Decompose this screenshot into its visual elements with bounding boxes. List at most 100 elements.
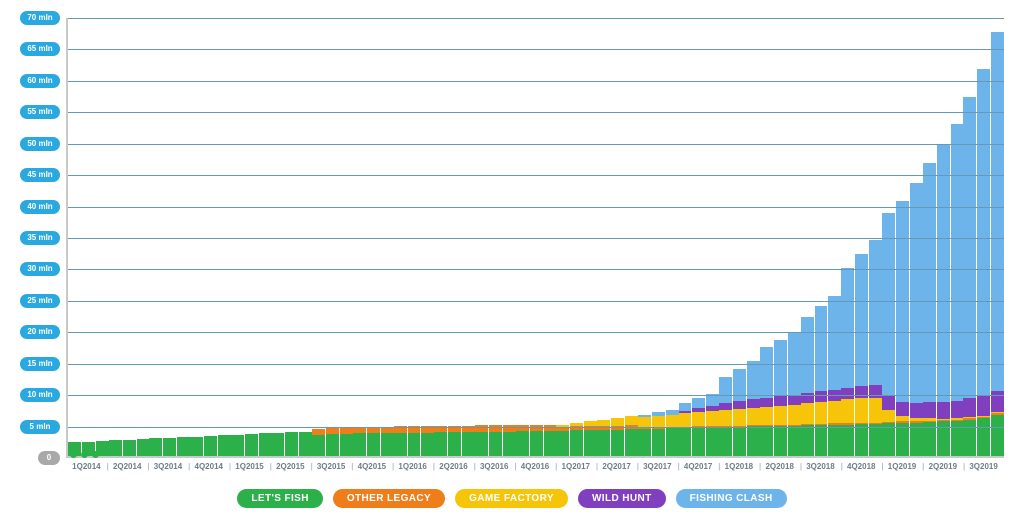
period-group <box>841 18 882 456</box>
x-tick-label: 4Q2018 <box>841 462 882 471</box>
bar-segment <box>163 438 176 456</box>
y-tick: 70 mln <box>20 11 60 25</box>
bar-segment <box>312 435 325 456</box>
bar-segment <box>760 426 773 456</box>
bar-segment <box>259 433 272 456</box>
bar <box>556 425 569 456</box>
bar-segment <box>503 432 516 457</box>
legend: LET'S FISHOTHER LEGACYGAME FACTORYWILD H… <box>0 489 1024 508</box>
bar-segment <box>760 398 773 407</box>
bar <box>259 433 272 456</box>
bar-segment <box>801 425 814 456</box>
y-tick: 10 mln <box>20 388 60 402</box>
bar <box>828 296 841 456</box>
period-group <box>597 18 638 456</box>
bar <box>882 213 895 456</box>
y-tick-zero: 0 <box>38 451 60 465</box>
bar-segment <box>584 430 597 456</box>
bar-segment <box>951 401 964 419</box>
bar-segment <box>530 431 543 456</box>
bar-segment <box>272 433 285 456</box>
plot-area <box>66 18 1004 458</box>
bar <box>516 425 529 456</box>
period-group <box>190 18 231 456</box>
legend-item: WILD HUNT <box>578 489 666 508</box>
bar-segment <box>706 428 719 456</box>
bars-container <box>68 18 1004 456</box>
bar-segment <box>666 428 679 456</box>
bar-segment <box>353 433 366 456</box>
bar-segment <box>544 431 557 456</box>
bar-segment <box>692 398 705 407</box>
bar <box>815 306 828 456</box>
period-group <box>923 18 964 456</box>
period-group <box>760 18 801 456</box>
y-tick: 25 mln <box>20 294 60 308</box>
bar-segment <box>692 412 705 426</box>
bar-segment <box>760 347 773 397</box>
bar-segment <box>475 432 488 457</box>
bar-segment <box>855 254 868 386</box>
period-group <box>638 18 679 456</box>
bar <box>326 428 339 456</box>
bar-segment <box>706 411 719 426</box>
bar <box>272 433 285 456</box>
bar <box>625 416 638 456</box>
bar <box>679 403 692 456</box>
bar-segment <box>516 431 529 456</box>
bar-segment <box>963 398 976 417</box>
bar <box>381 427 394 456</box>
bar <box>489 425 502 456</box>
bar-segment <box>882 396 895 410</box>
bar <box>285 432 298 456</box>
x-tick-label: 3Q2015 <box>311 462 352 471</box>
bar <box>299 432 312 456</box>
bar <box>421 426 434 456</box>
bar-segment <box>679 428 692 456</box>
bar <box>245 434 258 456</box>
bar <box>977 69 990 456</box>
y-tick: 15 mln <box>20 357 60 371</box>
bar-segment <box>815 402 828 424</box>
bar-segment <box>882 213 895 395</box>
bar <box>408 426 421 456</box>
bar-segment <box>625 416 638 425</box>
bar-segment <box>123 440 136 456</box>
bar <box>869 240 882 456</box>
bar-segment <box>774 396 787 405</box>
bar <box>570 423 583 456</box>
legend-item: FISHING CLASH <box>676 489 787 508</box>
bar-segment <box>801 403 814 424</box>
bar <box>503 425 516 456</box>
bar-segment <box>774 406 787 425</box>
bar-segment <box>556 431 569 456</box>
bar-segment <box>462 432 475 456</box>
x-tick-label: 3Q2016 <box>474 462 515 471</box>
dot-icon <box>81 451 88 458</box>
bar <box>801 317 814 456</box>
leading-dots <box>70 451 99 458</box>
bar-segment <box>774 426 787 456</box>
x-tick-label: 1Q2015 <box>229 462 270 471</box>
bar <box>204 436 217 456</box>
gridline <box>68 207 1004 208</box>
bar-segment <box>218 435 231 456</box>
period-group <box>68 18 109 456</box>
bar-segment <box>611 418 624 426</box>
bar <box>137 439 150 456</box>
bar <box>312 429 325 456</box>
bar <box>774 340 787 456</box>
bar-segment <box>951 124 964 401</box>
bar-segment <box>801 317 814 392</box>
bar-segment <box>597 430 610 456</box>
period-group <box>109 18 150 456</box>
y-tick: 55 mln <box>20 105 60 119</box>
x-tick-label: 3Q2014 <box>148 462 189 471</box>
bar-segment <box>841 425 854 456</box>
bar-segment <box>869 424 882 456</box>
y-tick: 5 mln <box>20 420 60 434</box>
bar-segment <box>692 428 705 456</box>
bar <box>597 420 610 456</box>
bar <box>652 412 665 456</box>
x-tick-label: 1Q2019 <box>882 462 923 471</box>
